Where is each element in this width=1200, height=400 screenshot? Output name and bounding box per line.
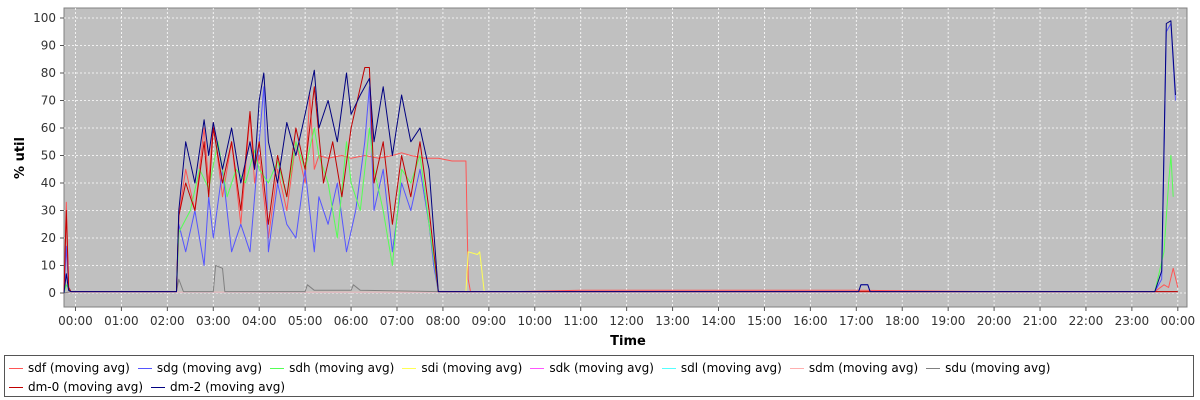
legend-swatch — [9, 387, 23, 388]
legend-swatch — [9, 368, 23, 369]
y-tick-label: 50 — [41, 149, 56, 163]
x-tick-label: 15:00 — [747, 314, 782, 328]
x-tick-label: 23:00 — [1115, 314, 1150, 328]
x-tick-label: 07:00 — [380, 314, 415, 328]
legend-item: sdf (moving avg) — [9, 359, 130, 378]
legend-label: sdg (moving avg) — [156, 361, 263, 375]
y-tick-label: 100 — [33, 11, 56, 25]
legend-label: sdl (moving avg) — [680, 361, 782, 375]
x-tick-label: 12:00 — [609, 314, 644, 328]
y-axis-ticks: 0 10 20 30 40 50 60 70 80 90 100 — [33, 11, 64, 300]
legend-swatch — [789, 368, 804, 369]
chart: 0 10 20 30 40 50 60 70 80 90 100 00:00 01:00 02:00 03… — [13, 7, 1195, 349]
x-tick-label: 01:00 — [104, 314, 139, 328]
y-tick-label: 40 — [41, 176, 56, 190]
x-tick-label: 11:00 — [563, 314, 598, 328]
legend-label: sdf (moving avg) — [28, 361, 130, 375]
x-tick-label: 17:00 — [839, 314, 874, 328]
y-tick-label: 60 — [41, 121, 56, 135]
legend-item: sdm (moving avg) — [789, 359, 919, 378]
legend-swatch — [137, 368, 152, 369]
series-layer — [63, 20, 1179, 294]
x-tick-label: 00:00 — [58, 314, 93, 328]
legend-swatch — [270, 368, 285, 369]
legend-label: sdh (moving avg) — [289, 361, 395, 375]
legend-label: sdi (moving avg) — [421, 361, 523, 375]
y-tick-label: 30 — [41, 204, 56, 218]
legend-item: dm-0 (moving avg) — [9, 378, 143, 397]
series-line-9 — [63, 20, 1176, 294]
y-tick-label: 70 — [41, 94, 56, 108]
legend-swatch — [530, 368, 545, 369]
x-tick-label: 08:00 — [426, 314, 461, 328]
x-tick-label: 18:00 — [885, 314, 920, 328]
legend-item: dm-2 (moving avg) — [151, 378, 285, 397]
x-tick-label: 10:00 — [517, 314, 552, 328]
y-tick-label: 90 — [41, 39, 56, 53]
legend-item: sdu (moving avg) — [926, 359, 1050, 378]
series-line-2 — [63, 127, 1174, 294]
x-tick-label: 09:00 — [472, 314, 507, 328]
legend-swatch — [926, 368, 941, 369]
x-tick-label: 06:00 — [334, 314, 369, 328]
series-line-8 — [63, 67, 1178, 294]
series-line-0 — [63, 94, 1179, 294]
legend-label: sdu (moving avg) — [945, 361, 1051, 375]
legend-label: sdk (moving avg) — [549, 361, 654, 375]
x-tick-label: 03:00 — [196, 314, 231, 328]
grid — [64, 8, 1187, 307]
legend-label: dm-0 (moving avg) — [28, 380, 144, 394]
x-tick-label: 22:00 — [1069, 314, 1104, 328]
legend-item: sdl (moving avg) — [661, 359, 782, 378]
y-axis-title: % util — [13, 137, 28, 179]
x-axis-ticks: 00:00 01:00 02:00 03:00 04:00 05:00 06:00 07:00… — [58, 307, 1195, 328]
y-tick-label: 10 — [41, 259, 56, 273]
y-tick-label: 80 — [41, 66, 56, 80]
x-tick-label: 05:00 — [288, 314, 323, 328]
y-tick-label: 0 — [48, 286, 56, 300]
legend-item: sdk (moving avg) — [530, 359, 654, 378]
x-tick-label: 19:00 — [931, 314, 966, 328]
legend-label: sdm (moving avg) — [808, 361, 919, 375]
legend: sdf (moving avg) sdg (moving avg) sdh (mov… — [4, 355, 1194, 397]
y-tick-label: 20 — [41, 231, 56, 245]
legend-item: sdh (moving avg) — [270, 359, 394, 378]
x-tick-label: 13:00 — [655, 314, 690, 328]
x-tick-label: 02:00 — [150, 314, 185, 328]
plot-area — [63, 7, 1188, 308]
x-tick-label: 14:00 — [701, 314, 736, 328]
legend-swatch — [151, 387, 166, 388]
series-line-7 — [63, 265, 1178, 294]
x-axis-title: Time — [610, 334, 646, 349]
legend-swatch — [402, 368, 417, 369]
x-tick-label: 16:00 — [793, 314, 828, 328]
legend-swatch — [661, 368, 676, 369]
legend-label: dm-2 (moving avg) — [170, 380, 286, 394]
x-tick-label: 00:00 — [1161, 314, 1196, 328]
x-tick-label: 20:00 — [977, 314, 1012, 328]
legend-item: sdg (moving avg) — [137, 359, 263, 378]
x-tick-label: 04:00 — [242, 314, 277, 328]
legend-item: sdi (moving avg) — [402, 359, 522, 378]
x-tick-label: 21:00 — [1023, 314, 1058, 328]
